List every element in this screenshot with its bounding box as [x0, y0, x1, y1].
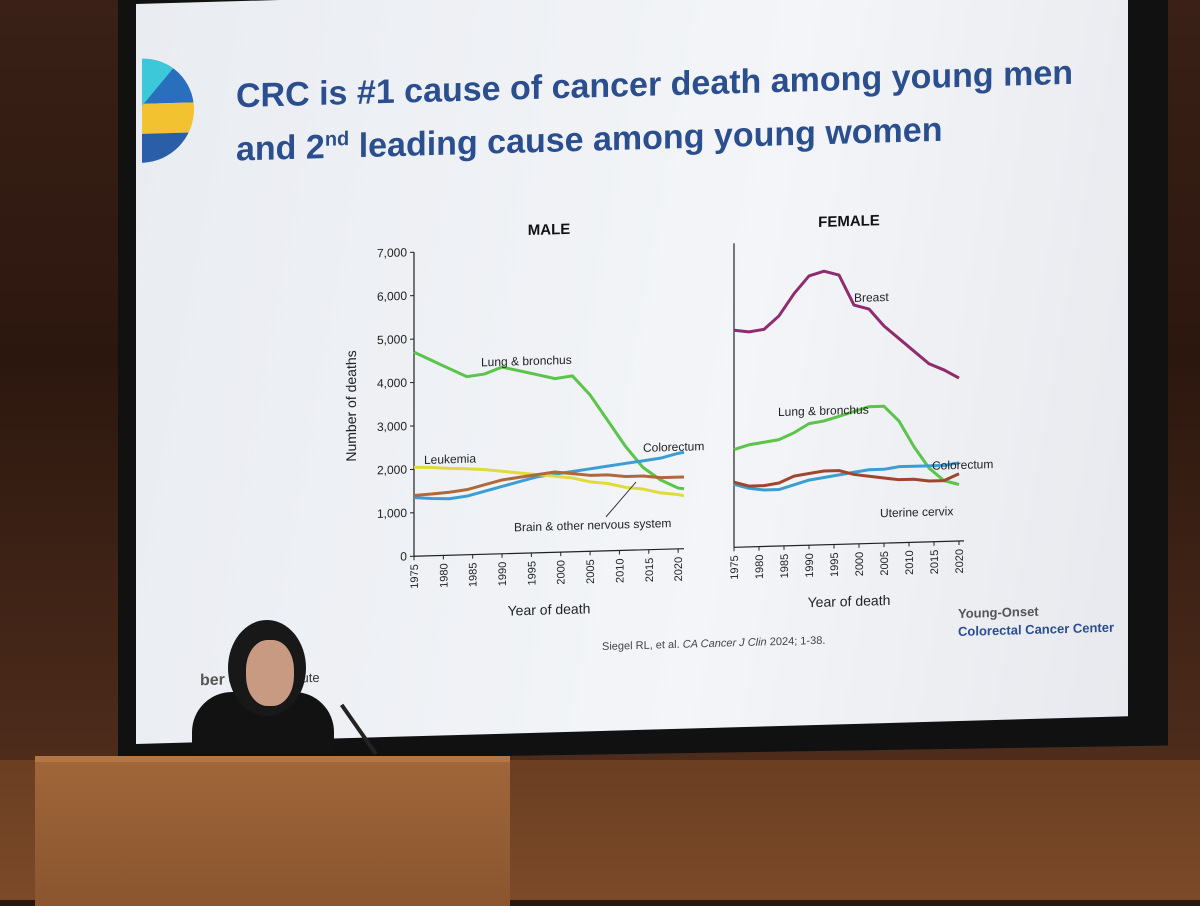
- podium: [35, 756, 510, 906]
- male-series-label: Lung & bronchus: [481, 353, 572, 370]
- female-x-tick-label: 2020: [954, 549, 966, 574]
- male-y-axis-label: Number of deaths: [343, 350, 359, 462]
- female-series-line-3: [734, 467, 959, 486]
- female-series-line-1: [734, 404, 959, 491]
- female-series-label: Breast: [854, 290, 889, 305]
- male-y-tick-label: 3,000: [377, 419, 407, 434]
- female-x-tick-label: 1975: [729, 555, 741, 580]
- female-series-line-2: [734, 463, 959, 491]
- female-x-tick-label: 2005: [879, 551, 891, 576]
- male-x-tick-label: 2015: [644, 557, 656, 582]
- male-y-tick-label: 0: [400, 549, 407, 563]
- female-series-label: Lung & bronchus: [778, 403, 869, 420]
- female-x-tick-label: 1985: [779, 554, 791, 579]
- male-x-tick-label: 2010: [614, 558, 626, 583]
- female-x-tick-label: 1995: [829, 552, 841, 577]
- female-x-axis: [734, 541, 964, 547]
- brand-text: ber: [200, 672, 225, 690]
- male-x-axis: [414, 549, 684, 557]
- female-series-label: Colorectum: [932, 457, 993, 473]
- female-x-tick-label: 1980: [754, 554, 766, 579]
- female-x-tick-label: 2010: [904, 550, 916, 575]
- male-y-tick-label: 2,000: [377, 463, 407, 478]
- male-x-tick-label: 2005: [585, 559, 597, 584]
- male-series-label: Leukemia: [424, 451, 476, 466]
- male-y-tick-label: 6,000: [377, 289, 407, 304]
- male-y-tick-label: 4,000: [377, 376, 407, 391]
- male-series-label: Colorectum: [643, 439, 704, 455]
- male-chart-title: MALE: [528, 221, 570, 239]
- female-series-label: Uterine cervix: [880, 504, 953, 520]
- male-y-tick-label: 5,000: [377, 332, 407, 347]
- male-x-tick-label: 1975: [409, 564, 421, 589]
- female-x-tick-label: 1990: [804, 553, 816, 578]
- male-x-axis-label: Year of death: [508, 600, 591, 618]
- center-name: Young-Onset Colorectal Cancer Center: [958, 601, 1114, 641]
- male-y-tick-label: 7,000: [377, 245, 407, 260]
- male-series-label: Brain & other nervous system: [514, 516, 671, 534]
- female-x-axis-label: Year of death: [808, 592, 891, 610]
- presenter-face: [246, 640, 294, 706]
- male-x-tick-label: 1985: [468, 562, 480, 587]
- female-x-tick-label: 2000: [854, 552, 866, 577]
- male-x-tick-label: 1980: [438, 563, 450, 588]
- male-x-tick-label: 1995: [526, 561, 538, 586]
- male-x-tick-label: 1990: [497, 562, 509, 587]
- male-x-tick-label: 2000: [556, 560, 568, 585]
- female-series-line-0: [734, 267, 959, 384]
- male-y-tick-label: 1,000: [377, 506, 407, 521]
- female-chart-title: FEMALE: [818, 212, 880, 231]
- male-series-line-3: [414, 468, 684, 495]
- female-x-tick-label: 2015: [929, 550, 941, 575]
- male-x-tick-label: 2020: [673, 557, 685, 582]
